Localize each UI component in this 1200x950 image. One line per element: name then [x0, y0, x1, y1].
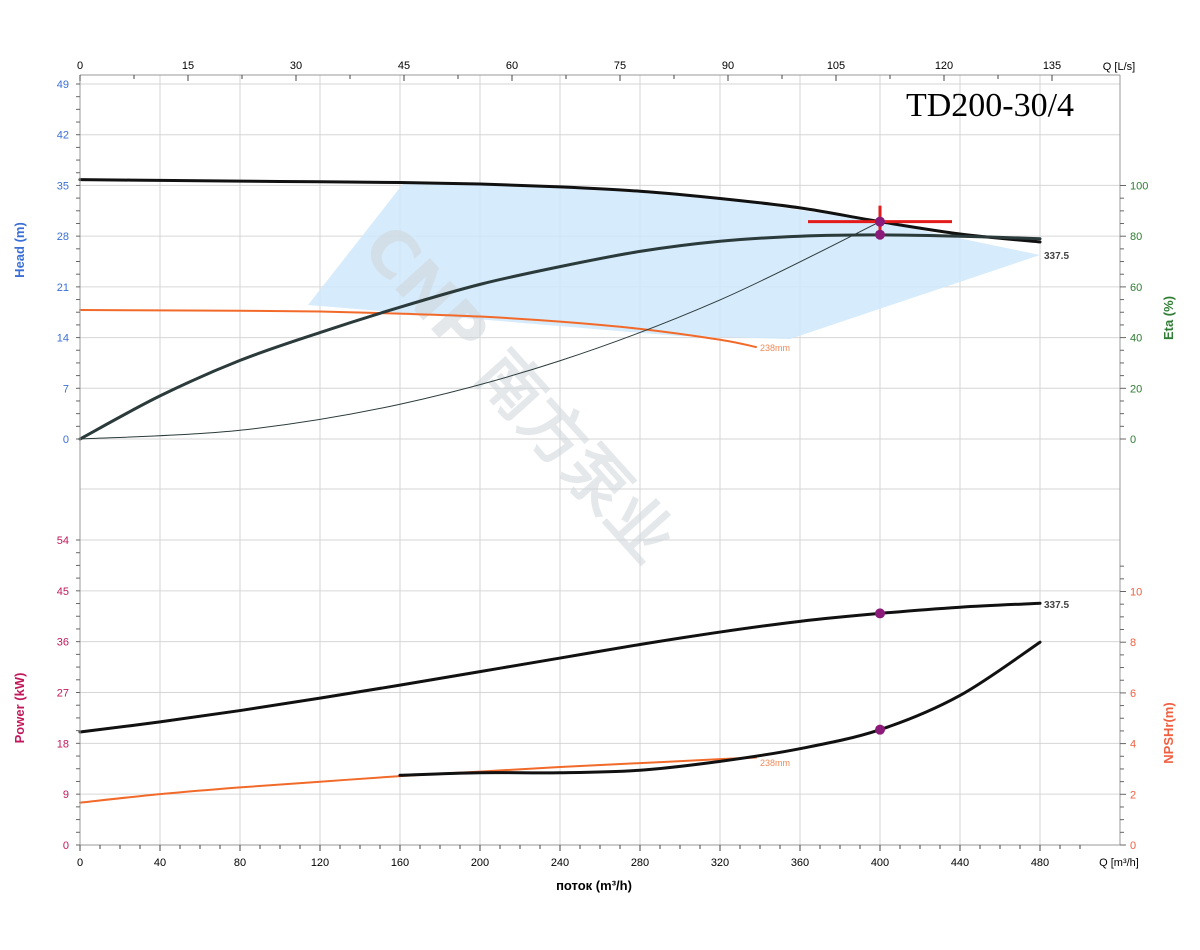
power-tick-label: 27 — [57, 688, 69, 700]
npsh-tick-label: 4 — [1130, 739, 1136, 751]
top-tick-label: 90 — [722, 60, 734, 72]
npsh-axis-title: NPSHr(m) — [1161, 702, 1176, 763]
eta-tick-label: 20 — [1130, 383, 1142, 395]
bottom-tick-label: 320 — [711, 857, 729, 869]
power-curve-238 — [79, 756, 757, 804]
head-tick-label: 35 — [57, 180, 69, 192]
head-tick-label: 21 — [57, 282, 69, 294]
top-tick-label: 15 — [182, 60, 194, 72]
npsh-tick-label: 0 — [1130, 840, 1136, 852]
top-tick-label: 45 — [398, 60, 410, 72]
head-tick-label: 49 — [57, 79, 69, 91]
bottom-tick-label: 480 — [1031, 857, 1049, 869]
markers — [808, 205, 952, 735]
power-238-label: 238mm — [760, 758, 790, 768]
npsh-tick-label: 10 — [1130, 587, 1142, 599]
top-tick-label: 135 — [1043, 60, 1061, 72]
bottom-tick-label: 40 — [154, 857, 166, 869]
head-axis-title: Head (m) — [12, 222, 27, 278]
eta-tick-label: 40 — [1130, 333, 1142, 345]
duty-point-eta — [875, 229, 885, 240]
bottom-tick-label: 360 — [791, 857, 809, 869]
bottom-tick-label: 440 — [951, 857, 969, 869]
power-tick-label: 36 — [57, 637, 69, 649]
bottom-tick-label: 400 — [871, 857, 889, 869]
head-tick-label: 7 — [63, 383, 69, 395]
power-337-label: 337.5 — [1044, 600, 1069, 611]
power-tick-label: 9 — [63, 789, 69, 801]
head-tick-label: 42 — [57, 130, 69, 142]
eta-tick-label: 80 — [1130, 231, 1142, 243]
power-tick-label: 54 — [57, 535, 69, 547]
eta-axis-title: Eta (%) — [1161, 296, 1176, 340]
eta-tick-label: 100 — [1130, 181, 1148, 193]
flow-axis-title: поток (m³/h) — [556, 878, 632, 893]
npsh-tick-label: 6 — [1130, 688, 1136, 700]
head-238-label: 238mm — [760, 343, 790, 353]
top-tick-label: 30 — [290, 60, 302, 72]
top-tick-label: 120 — [935, 60, 953, 72]
bottom-tick-label: 240 — [551, 857, 569, 869]
top-tick-label: 0 — [77, 60, 83, 72]
eta-tick-label: 0 — [1130, 434, 1136, 446]
power-tick-label: 45 — [57, 586, 69, 598]
top-tick-label: 60 — [506, 60, 518, 72]
duty-point-npsh — [875, 724, 885, 735]
power-axis-title: Power (kW) — [12, 673, 27, 744]
bottom-tick-label: 280 — [631, 857, 649, 869]
bottom-tick-label: 160 — [391, 857, 409, 869]
q-m3h-axis-title: Q [m³/h] — [1099, 857, 1139, 869]
npsh-tick-label: 8 — [1130, 637, 1136, 649]
bottom-tick-label: 200 — [471, 857, 489, 869]
system-curve — [79, 221, 881, 440]
head-337-label: 337.5 — [1044, 251, 1069, 262]
power-tick-label: 18 — [57, 738, 69, 750]
top-tick-label: 75 — [614, 60, 626, 72]
model-title: TD200-30/4 — [906, 87, 1074, 124]
eta-tick-label: 60 — [1130, 282, 1142, 294]
duty-point-head — [875, 216, 885, 227]
q-ls-axis-title: Q [L/s] — [1103, 61, 1135, 73]
bottom-tick-label: 120 — [311, 857, 329, 869]
npsh-tick-label: 2 — [1130, 789, 1136, 801]
bottom-tick-label: 0 — [77, 857, 83, 869]
head-tick-label: 0 — [63, 434, 69, 446]
duty-point-power — [875, 608, 885, 619]
top-tick-label: 105 — [827, 60, 845, 72]
power-tick-label: 0 — [63, 840, 69, 852]
head-tick-label: 14 — [57, 333, 69, 345]
npshr-curve — [398, 640, 1042, 777]
head-curve-238 — [79, 309, 757, 348]
head-tick-label: 28 — [57, 231, 69, 243]
bottom-tick-label: 80 — [234, 857, 246, 869]
